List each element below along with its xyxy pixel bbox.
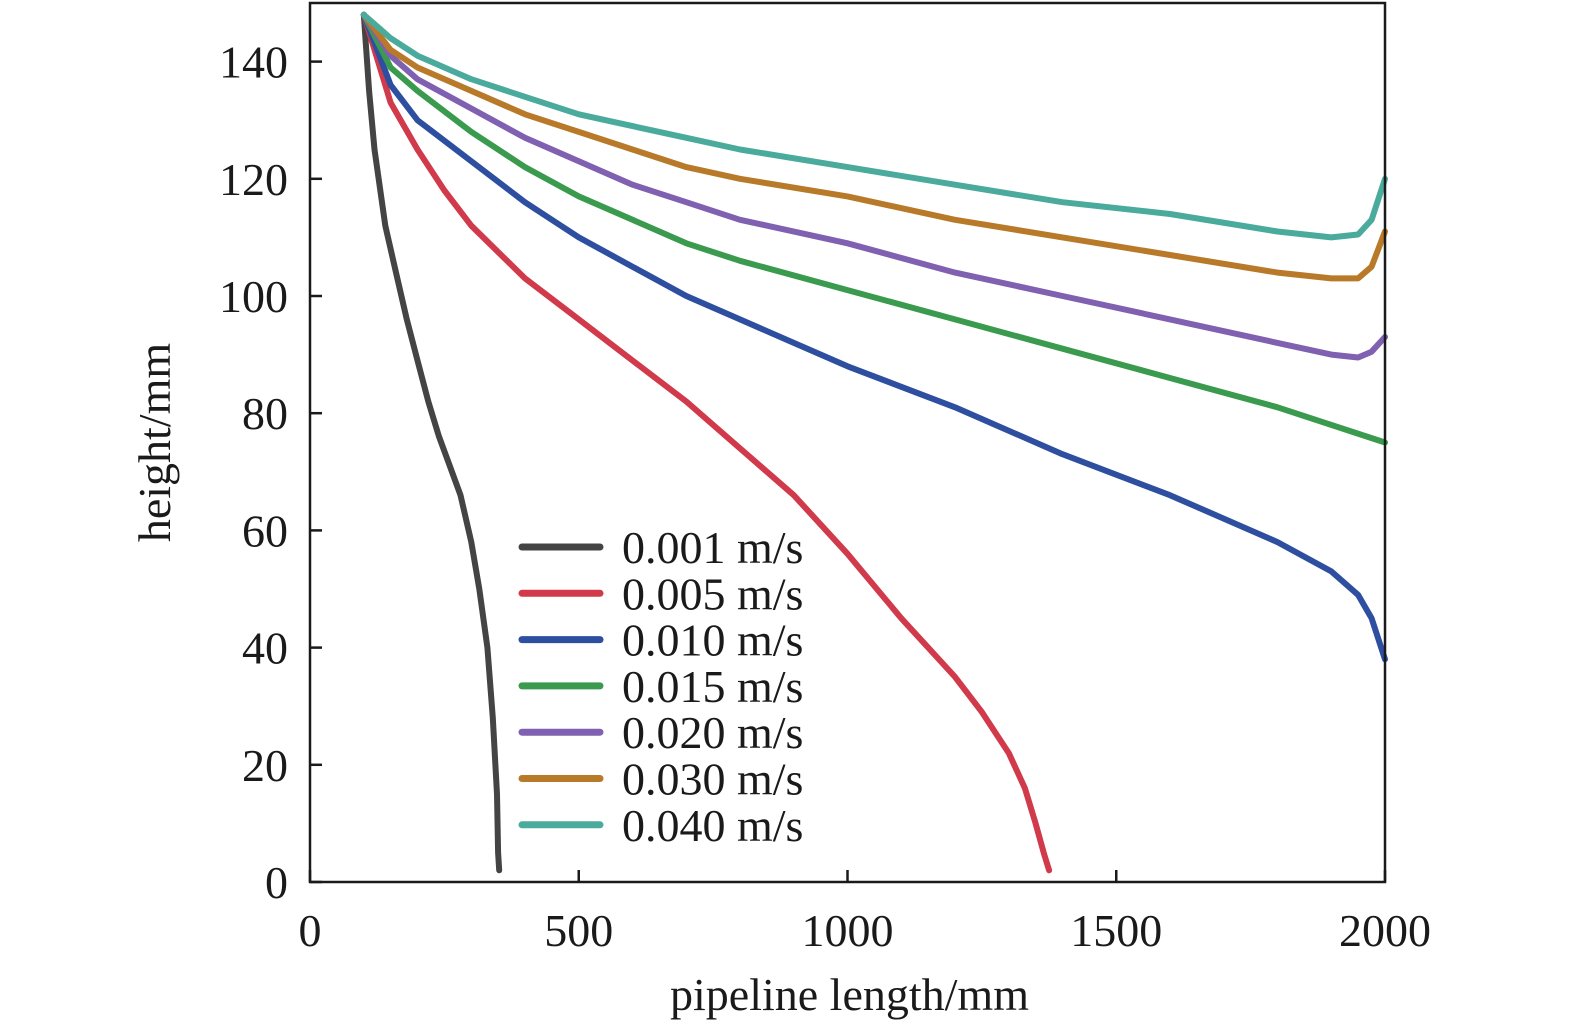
plot-marks <box>360 11 1388 874</box>
axes: 0 500 1000 1500 2000 0 20 40 60 80 100 120 140 pipeli… <box>129 1 1431 1020</box>
y-axis-title: height/mm <box>129 343 180 543</box>
y-tick-label: 40 <box>242 623 288 674</box>
y-tick-label: 80 <box>242 388 288 439</box>
series-line-4 <box>360 11 1388 446</box>
x-tick-label: 0 <box>299 905 322 956</box>
series-line-3 <box>360 11 1388 663</box>
x-tick-label: 500 <box>544 905 613 956</box>
legend-label-7: 0.040 m/s <box>622 800 803 851</box>
y-tick-label: 20 <box>242 740 288 791</box>
x-tick-label: 1000 <box>802 905 894 956</box>
legend-label-4: 0.015 m/s <box>622 661 803 712</box>
legend-label-6: 0.030 m/s <box>622 754 803 805</box>
y-tick-label: 60 <box>242 505 288 556</box>
series-line-1 <box>360 11 503 874</box>
legend: 0.001 m/s0.005 m/s0.010 m/s0.015 m/s0.02… <box>518 522 803 851</box>
x-axis-title: pipeline length/mm <box>670 969 1029 1020</box>
series-line-6 <box>360 11 1388 282</box>
series-line-7 <box>360 11 1388 241</box>
x-tick-label: 2000 <box>1339 905 1431 956</box>
series-line-2 <box>360 11 1053 874</box>
legend-label-1: 0.001 m/s <box>622 522 803 573</box>
y-tick-label: 120 <box>219 154 288 205</box>
y-tick-label: 0 <box>265 857 288 908</box>
x-tick-label: 1500 <box>1070 905 1162 956</box>
series-line-5 <box>360 11 1388 361</box>
legend-label-5: 0.020 m/s <box>622 707 803 758</box>
y-tick-label: 140 <box>219 37 288 88</box>
legend-label-3: 0.010 m/s <box>622 615 803 666</box>
y-tick-label: 100 <box>219 271 288 322</box>
legend-label-2: 0.005 m/s <box>622 568 803 619</box>
